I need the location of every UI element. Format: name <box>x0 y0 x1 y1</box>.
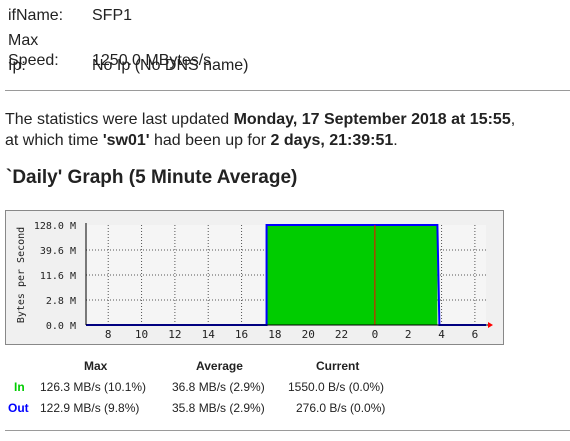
y-tick-label-0: 128.0 M <box>34 221 76 232</box>
in-area-0 <box>266 225 438 325</box>
x-tick-label-1: 10 <box>135 328 148 341</box>
x-tick-label-2: 12 <box>168 328 181 341</box>
stats-prefix: The statistics were last updated <box>5 111 234 128</box>
row-out-label: Out <box>8 401 29 415</box>
y-axis-label: Bytes per Second <box>16 227 27 323</box>
ifname-label: ifName: <box>8 7 64 24</box>
row-out-average: 35.8 MB/s (2.9%) <box>172 401 265 415</box>
x-tick-label-11: 6 <box>472 328 479 341</box>
divider-top <box>5 90 570 91</box>
y-tick-label-4: 0.0 M <box>46 321 76 332</box>
x-tick-label-7: 22 <box>335 328 348 341</box>
row-out-current: 276.0 B/s (0.0%) <box>296 401 386 415</box>
stats-suffix: , <box>510 111 516 128</box>
graph-title: `Daily' Graph (5 Minute Average) <box>6 167 298 188</box>
y-tick-label-2: 11.6 M <box>40 271 76 282</box>
info-row-ifname: ifName: SFP1 <box>8 6 132 26</box>
divider-bottom <box>5 430 570 431</box>
header-max: Max <box>84 359 108 373</box>
info-row-max-speed: Max Speed: 1250.0 MBytes/s <box>8 31 211 71</box>
ifname-value: SFP1 <box>92 7 133 24</box>
max-speed-label: Max Speed: <box>8 32 59 69</box>
row-in-label: In <box>14 380 25 394</box>
x-tick-label-4: 16 <box>235 328 248 341</box>
stats-line2-end: . <box>393 132 398 149</box>
stats-device: 'sw01' <box>102 132 150 149</box>
x-tick-label-0: 8 <box>105 328 112 341</box>
ip-label: Ip: <box>8 57 26 74</box>
x-tick-label-8: 0 <box>372 328 379 341</box>
row-in-average: 36.8 MB/s (2.9%) <box>172 380 265 394</box>
stats-line-1: The statistics were last updated Monday,… <box>5 109 515 130</box>
stats-line2-prefix: at which time <box>5 132 103 149</box>
x-axis-arrow <box>488 322 493 328</box>
ip-value: No Ip (No DNS name) <box>92 57 249 74</box>
daily-graph: 81012141618202202468101214128.0 M39.6 M1… <box>5 210 570 346</box>
stats-line2-mid: had been up for <box>149 132 271 149</box>
row-in-max: 126.3 MB/s (10.1%) <box>40 380 147 394</box>
x-tick-label-9: 2 <box>405 328 412 341</box>
header-average: Average <box>196 359 243 373</box>
row-out-max: 122.9 MB/s (9.8%) <box>40 401 140 415</box>
header-current: Current <box>316 359 360 373</box>
daily-graph-svg: 81012141618202202468101214128.0 M39.6 M1… <box>5 210 570 345</box>
x-tick-label-5: 18 <box>268 328 281 341</box>
x-tick-label-10: 4 <box>438 328 445 341</box>
x-tick-label-3: 14 <box>202 328 216 341</box>
y-tick-label-3: 2.8 M <box>46 296 76 307</box>
stats-updated: Monday, 17 September 2018 at 15:55 <box>233 111 511 128</box>
info-row-ip: Ip: No Ip (No DNS name) <box>8 56 249 76</box>
max-speed-value: 1250.0 MBytes/s <box>92 52 212 69</box>
row-in-current: 1550.0 B/s (0.0%) <box>288 380 385 394</box>
stats-uptime: 2 days, 21:39:51 <box>270 132 394 149</box>
y-tick-label-1: 39.6 M <box>40 246 76 257</box>
stats-line-2: at which time 'sw01' had been up for 2 d… <box>5 130 398 151</box>
x-tick-label-6: 20 <box>302 328 315 341</box>
